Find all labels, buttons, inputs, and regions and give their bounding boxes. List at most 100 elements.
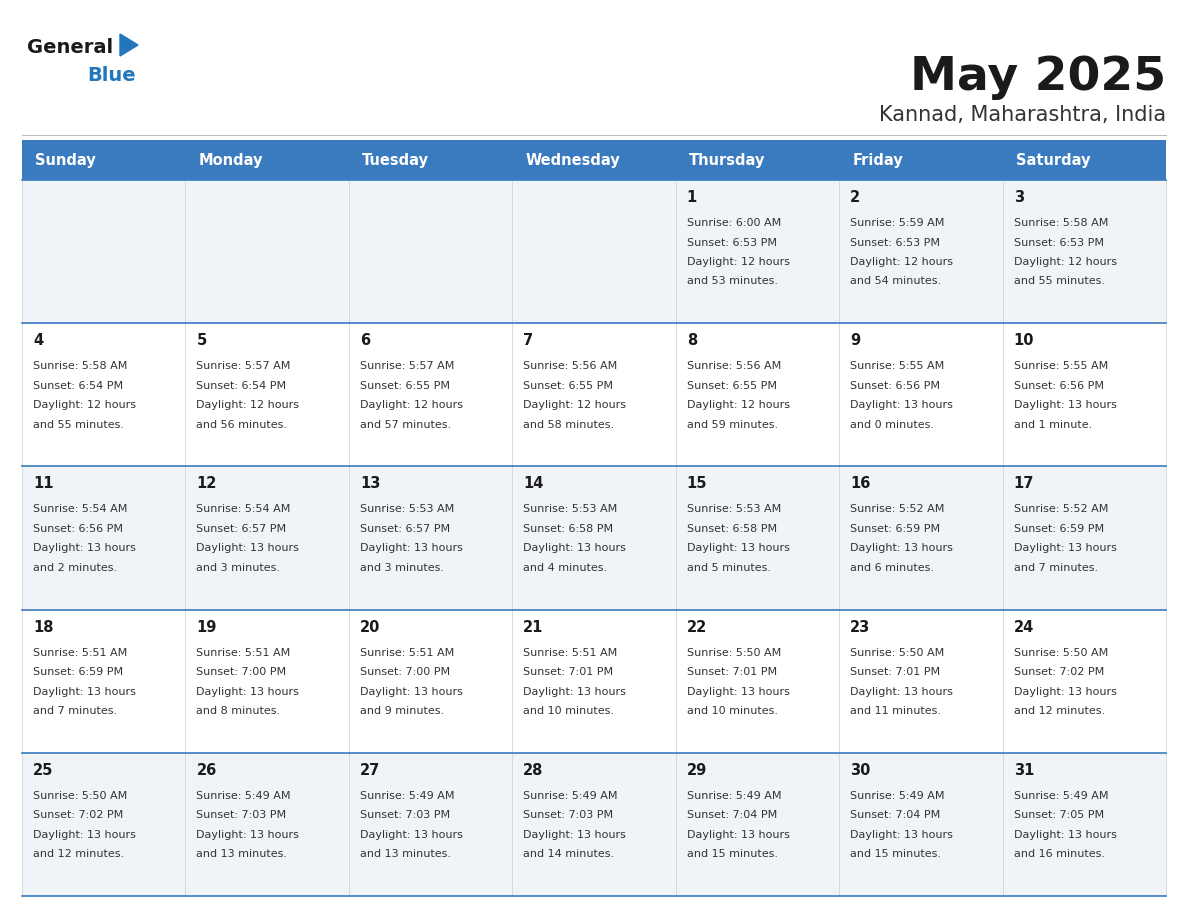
Text: Sunrise: 5:52 AM: Sunrise: 5:52 AM bbox=[1013, 504, 1108, 514]
Text: and 2 minutes.: and 2 minutes. bbox=[33, 563, 118, 573]
Text: Daylight: 13 hours: Daylight: 13 hours bbox=[851, 830, 953, 840]
Text: Daylight: 13 hours: Daylight: 13 hours bbox=[360, 543, 463, 554]
Text: Daylight: 12 hours: Daylight: 12 hours bbox=[1013, 257, 1117, 267]
Text: and 55 minutes.: and 55 minutes. bbox=[1013, 276, 1105, 286]
Text: Wednesday: Wednesday bbox=[525, 152, 620, 167]
Text: Sunset: 6:57 PM: Sunset: 6:57 PM bbox=[196, 524, 286, 534]
Text: 11: 11 bbox=[33, 476, 53, 491]
Text: 24: 24 bbox=[1013, 620, 1034, 634]
Text: Daylight: 13 hours: Daylight: 13 hours bbox=[33, 543, 135, 554]
Text: 26: 26 bbox=[196, 763, 216, 778]
Text: and 1 minute.: and 1 minute. bbox=[1013, 420, 1092, 430]
Bar bbox=[23, 466, 1165, 610]
Text: Daylight: 12 hours: Daylight: 12 hours bbox=[360, 400, 463, 410]
Text: Sunset: 7:03 PM: Sunset: 7:03 PM bbox=[523, 811, 613, 821]
Text: 5: 5 bbox=[196, 333, 207, 348]
Text: Daylight: 12 hours: Daylight: 12 hours bbox=[33, 400, 135, 410]
Text: Sunset: 6:53 PM: Sunset: 6:53 PM bbox=[687, 238, 777, 248]
Text: Sunrise: 5:55 AM: Sunrise: 5:55 AM bbox=[851, 361, 944, 371]
Text: 15: 15 bbox=[687, 476, 707, 491]
Text: and 10 minutes.: and 10 minutes. bbox=[523, 706, 614, 716]
Text: and 56 minutes.: and 56 minutes. bbox=[196, 420, 287, 430]
Text: 2: 2 bbox=[851, 190, 860, 205]
Text: and 3 minutes.: and 3 minutes. bbox=[196, 563, 280, 573]
Text: Sunset: 6:56 PM: Sunset: 6:56 PM bbox=[1013, 381, 1104, 391]
Text: Sunset: 6:55 PM: Sunset: 6:55 PM bbox=[687, 381, 777, 391]
Text: Daylight: 12 hours: Daylight: 12 hours bbox=[687, 257, 790, 267]
Text: Daylight: 13 hours: Daylight: 13 hours bbox=[687, 687, 790, 697]
Text: Sunset: 6:59 PM: Sunset: 6:59 PM bbox=[851, 524, 940, 534]
Text: and 55 minutes.: and 55 minutes. bbox=[33, 420, 124, 430]
Text: and 8 minutes.: and 8 minutes. bbox=[196, 706, 280, 716]
Text: Sunrise: 5:51 AM: Sunrise: 5:51 AM bbox=[360, 647, 454, 657]
Text: Sunrise: 5:50 AM: Sunrise: 5:50 AM bbox=[1013, 647, 1108, 657]
Text: and 12 minutes.: and 12 minutes. bbox=[33, 849, 124, 859]
Text: Kannad, Maharashtra, India: Kannad, Maharashtra, India bbox=[879, 105, 1165, 125]
Text: Friday: Friday bbox=[852, 152, 903, 167]
Text: Sunset: 6:59 PM: Sunset: 6:59 PM bbox=[33, 667, 124, 677]
Text: Sunset: 6:59 PM: Sunset: 6:59 PM bbox=[1013, 524, 1104, 534]
Text: Sunset: 6:55 PM: Sunset: 6:55 PM bbox=[360, 381, 450, 391]
Text: Daylight: 13 hours: Daylight: 13 hours bbox=[851, 400, 953, 410]
Text: Sunset: 7:02 PM: Sunset: 7:02 PM bbox=[33, 811, 124, 821]
Text: Sunrise: 5:53 AM: Sunrise: 5:53 AM bbox=[687, 504, 781, 514]
Text: May 2025: May 2025 bbox=[910, 55, 1165, 100]
Text: Daylight: 13 hours: Daylight: 13 hours bbox=[1013, 687, 1117, 697]
Text: 6: 6 bbox=[360, 333, 369, 348]
Text: Sunrise: 5:51 AM: Sunrise: 5:51 AM bbox=[196, 647, 291, 657]
Text: Sunrise: 5:52 AM: Sunrise: 5:52 AM bbox=[851, 504, 944, 514]
Text: Blue: Blue bbox=[87, 66, 135, 85]
Text: Sunset: 6:54 PM: Sunset: 6:54 PM bbox=[33, 381, 124, 391]
Text: Tuesday: Tuesday bbox=[362, 152, 429, 167]
Text: Sunrise: 5:49 AM: Sunrise: 5:49 AM bbox=[196, 790, 291, 800]
Text: Sunset: 6:58 PM: Sunset: 6:58 PM bbox=[687, 524, 777, 534]
Text: Sunrise: 5:53 AM: Sunrise: 5:53 AM bbox=[523, 504, 618, 514]
Text: Daylight: 13 hours: Daylight: 13 hours bbox=[851, 543, 953, 554]
Text: Daylight: 12 hours: Daylight: 12 hours bbox=[196, 400, 299, 410]
Text: 22: 22 bbox=[687, 620, 707, 634]
Text: Sunset: 6:56 PM: Sunset: 6:56 PM bbox=[851, 381, 940, 391]
Text: 9: 9 bbox=[851, 333, 860, 348]
Text: Daylight: 13 hours: Daylight: 13 hours bbox=[196, 543, 299, 554]
Text: and 53 minutes.: and 53 minutes. bbox=[687, 276, 778, 286]
Text: and 10 minutes.: and 10 minutes. bbox=[687, 706, 778, 716]
Text: and 16 minutes.: and 16 minutes. bbox=[1013, 849, 1105, 859]
Text: Sunset: 6:53 PM: Sunset: 6:53 PM bbox=[1013, 238, 1104, 248]
Text: 18: 18 bbox=[33, 620, 53, 634]
Text: Sunrise: 5:49 AM: Sunrise: 5:49 AM bbox=[851, 790, 944, 800]
Text: and 57 minutes.: and 57 minutes. bbox=[360, 420, 451, 430]
Text: Sunrise: 5:58 AM: Sunrise: 5:58 AM bbox=[1013, 218, 1108, 228]
Text: Daylight: 13 hours: Daylight: 13 hours bbox=[1013, 830, 1117, 840]
Text: and 15 minutes.: and 15 minutes. bbox=[851, 849, 941, 859]
Text: Sunset: 6:56 PM: Sunset: 6:56 PM bbox=[33, 524, 124, 534]
Text: Daylight: 13 hours: Daylight: 13 hours bbox=[523, 830, 626, 840]
Text: Sunrise: 5:49 AM: Sunrise: 5:49 AM bbox=[687, 790, 782, 800]
Text: Sunrise: 6:00 AM: Sunrise: 6:00 AM bbox=[687, 218, 781, 228]
Text: Daylight: 13 hours: Daylight: 13 hours bbox=[196, 830, 299, 840]
Text: 21: 21 bbox=[523, 620, 544, 634]
Text: Sunrise: 5:56 AM: Sunrise: 5:56 AM bbox=[523, 361, 618, 371]
Text: Sunday: Sunday bbox=[34, 152, 96, 167]
Text: Daylight: 13 hours: Daylight: 13 hours bbox=[851, 687, 953, 697]
Text: Sunset: 7:02 PM: Sunset: 7:02 PM bbox=[1013, 667, 1104, 677]
Text: Sunrise: 5:50 AM: Sunrise: 5:50 AM bbox=[851, 647, 944, 657]
Text: Sunset: 6:55 PM: Sunset: 6:55 PM bbox=[523, 381, 613, 391]
Text: Sunrise: 5:51 AM: Sunrise: 5:51 AM bbox=[33, 647, 127, 657]
Text: Sunset: 7:01 PM: Sunset: 7:01 PM bbox=[523, 667, 613, 677]
Text: and 11 minutes.: and 11 minutes. bbox=[851, 706, 941, 716]
Text: Sunset: 7:01 PM: Sunset: 7:01 PM bbox=[687, 667, 777, 677]
Text: 28: 28 bbox=[523, 763, 544, 778]
Text: Saturday: Saturday bbox=[1016, 152, 1091, 167]
Text: 17: 17 bbox=[1013, 476, 1034, 491]
Text: and 58 minutes.: and 58 minutes. bbox=[523, 420, 614, 430]
Text: 19: 19 bbox=[196, 620, 216, 634]
Text: and 7 minutes.: and 7 minutes. bbox=[1013, 563, 1098, 573]
Text: Sunrise: 5:57 AM: Sunrise: 5:57 AM bbox=[196, 361, 291, 371]
Text: Monday: Monday bbox=[198, 152, 263, 167]
Text: Sunset: 7:01 PM: Sunset: 7:01 PM bbox=[851, 667, 940, 677]
Text: Sunrise: 5:57 AM: Sunrise: 5:57 AM bbox=[360, 361, 454, 371]
Text: 1: 1 bbox=[687, 190, 697, 205]
Bar bbox=[23, 610, 1165, 753]
Text: Daylight: 12 hours: Daylight: 12 hours bbox=[851, 257, 953, 267]
Text: Sunrise: 5:59 AM: Sunrise: 5:59 AM bbox=[851, 218, 944, 228]
